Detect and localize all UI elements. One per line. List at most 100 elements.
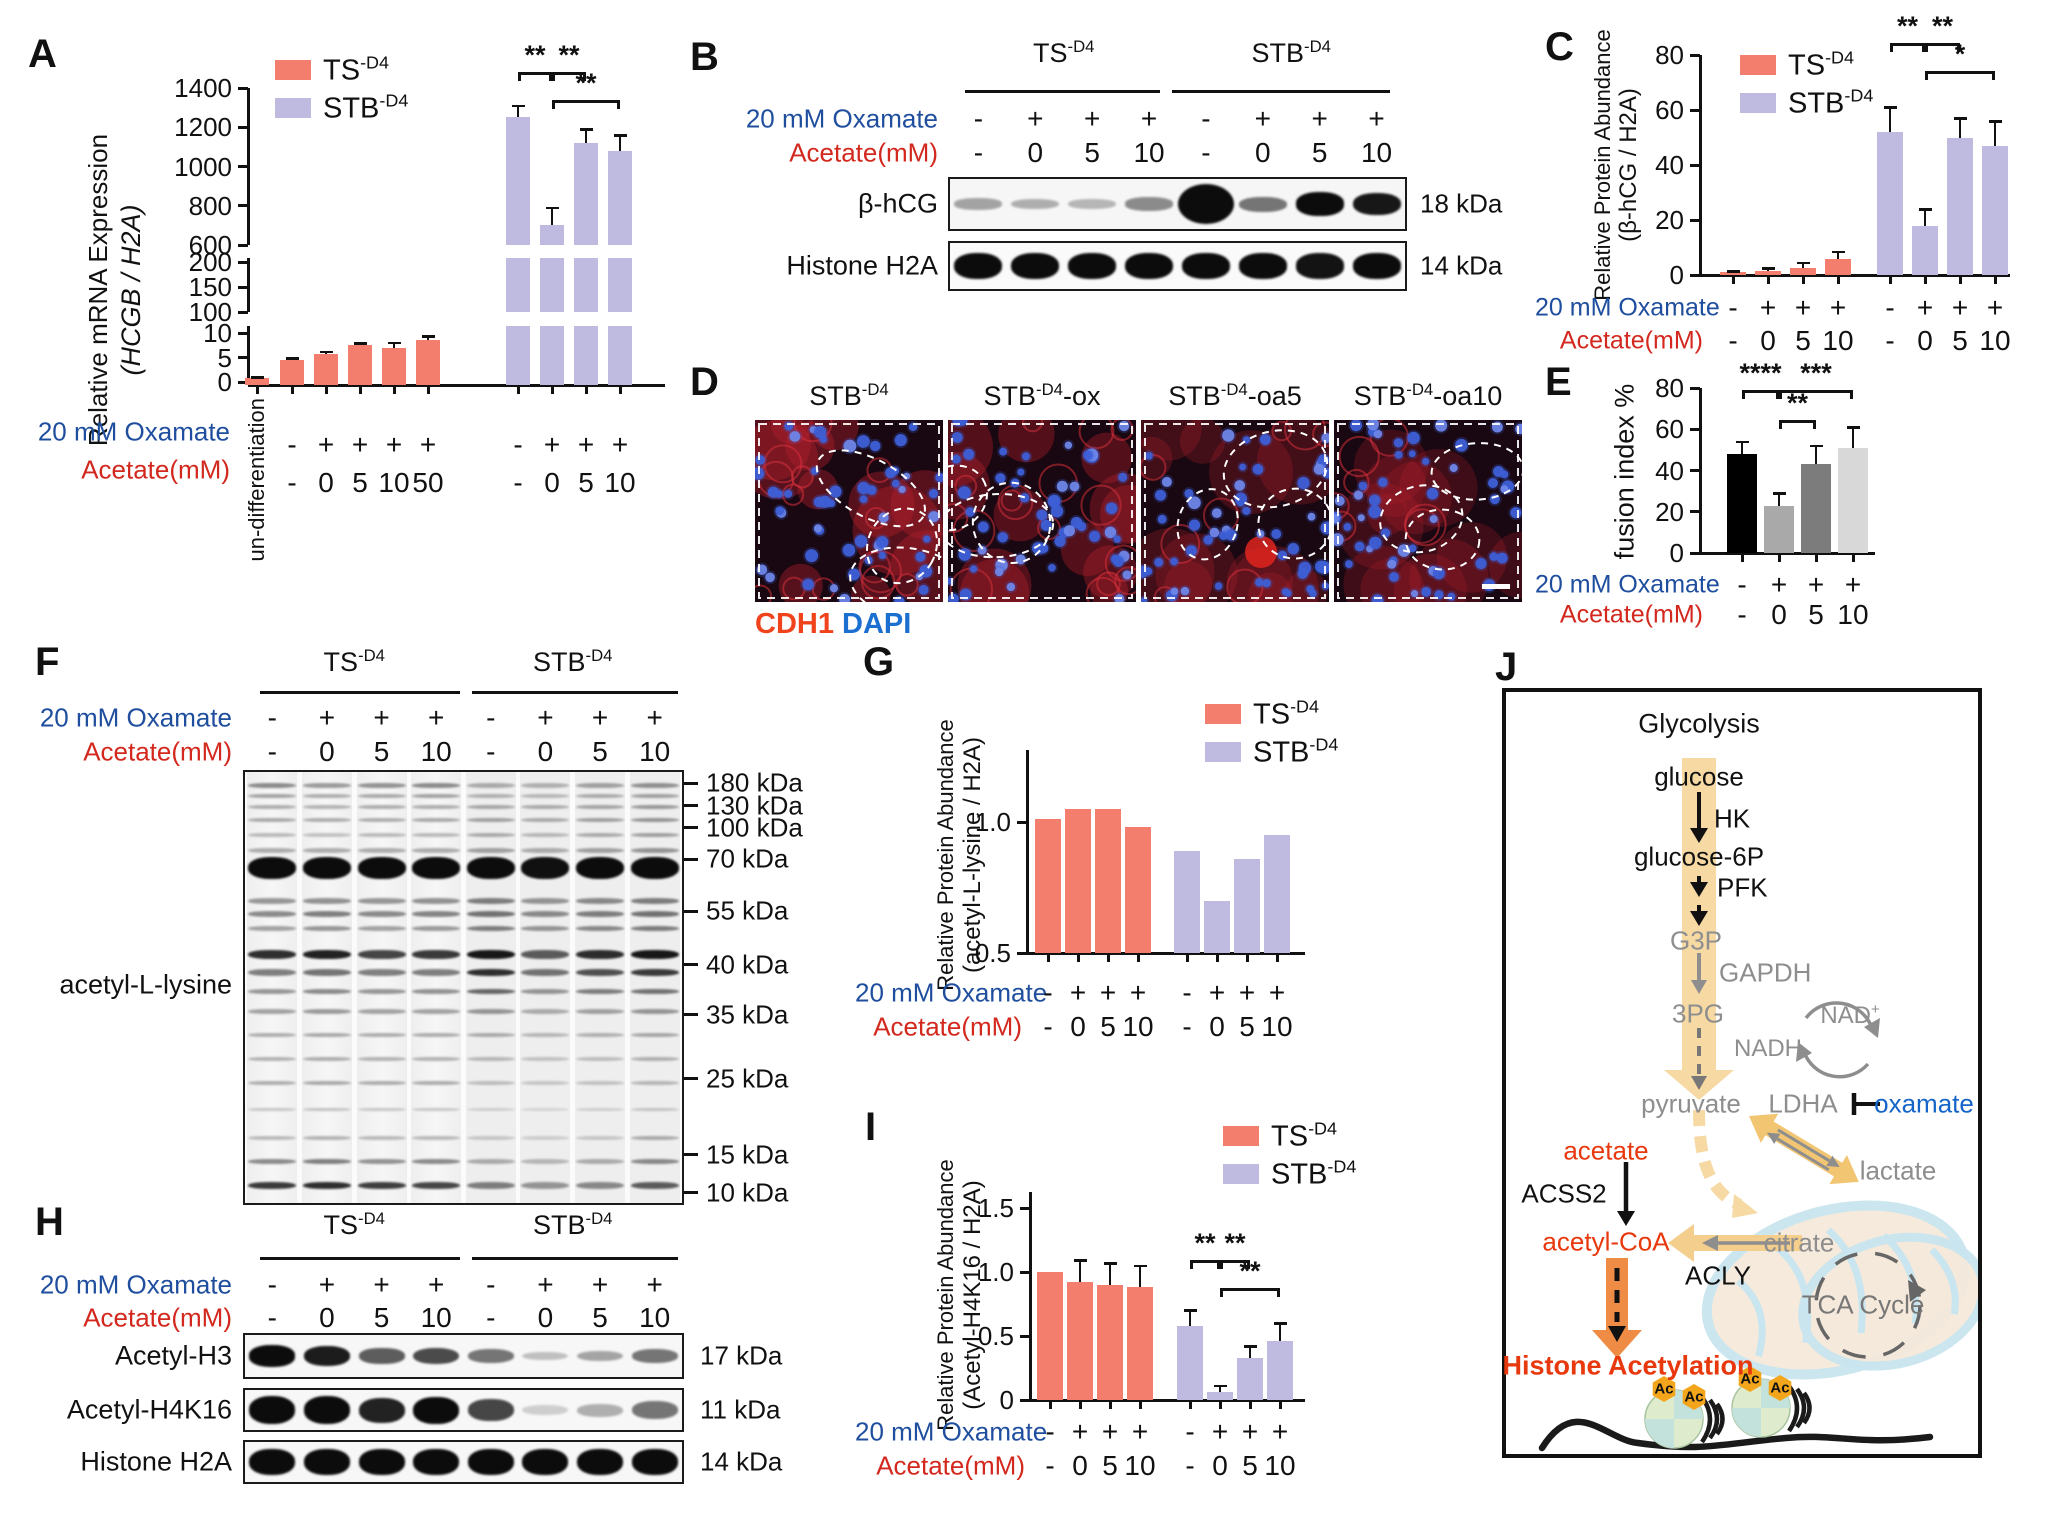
- blot-band: [358, 1397, 405, 1423]
- condition-symbol: 5: [1102, 1450, 1118, 1481]
- significance-bracket-tick: [1277, 1288, 1280, 1297]
- blot-band: [522, 1404, 569, 1416]
- blot-row-label: Histone H2A: [80, 1446, 232, 1477]
- bar: [245, 378, 269, 385]
- error-bar: [516, 105, 520, 118]
- axis-line: [1690, 386, 1700, 390]
- condition-symbol: -: [1728, 325, 1738, 356]
- condition-symbol: 0: [1760, 325, 1776, 356]
- blot-band: [412, 926, 461, 932]
- kda-marker-label: 55 kDa: [706, 895, 789, 926]
- blot-band: [412, 804, 461, 809]
- legend-label-stb: STB-D4: [1788, 85, 1874, 120]
- blot-band: [466, 1033, 515, 1038]
- blot-band: [248, 968, 297, 976]
- ac-tag-label: Ac: [1770, 1379, 1790, 1397]
- legend-swatch-stb: [275, 98, 311, 118]
- condition-symbol: 10: [420, 736, 452, 767]
- blot-band: [631, 1349, 678, 1363]
- y-tick-label: 800: [188, 190, 232, 221]
- blot-band: [576, 1008, 625, 1014]
- blot-band: [412, 1033, 461, 1038]
- blot-band: [412, 989, 461, 995]
- error-bar: [1923, 209, 1927, 226]
- condition-symbol: +: [1071, 1416, 1089, 1447]
- legend-label-ts: TS-D4: [323, 52, 390, 87]
- error-bar-cap: [353, 342, 367, 345]
- blot-band: [466, 856, 515, 879]
- condition-symbol: 10: [1124, 1450, 1156, 1481]
- condition-symbol: +: [428, 702, 445, 733]
- bar: [1097, 1284, 1123, 1400]
- y-tick-label: 20: [1655, 496, 1684, 527]
- condition-symbol: -: [1737, 599, 1747, 630]
- blot-band: [1352, 253, 1401, 279]
- axis-line: [1108, 1400, 1112, 1409]
- blot-lane: [301, 772, 352, 1203]
- blot-band: [466, 804, 515, 809]
- blot-band: [521, 1057, 570, 1062]
- dapi-caption: DAPI: [842, 608, 912, 640]
- significance-bracket-tick: [1957, 43, 1960, 52]
- condition-symbol: 5: [1239, 1011, 1255, 1042]
- cdh1-caption: CDH1: [755, 608, 834, 640]
- kda-marker-label: 180 kDa: [706, 767, 803, 798]
- axis-line: [1690, 108, 1700, 112]
- blot-lane: [575, 772, 626, 1203]
- blot-lane: [356, 772, 407, 1203]
- kda-marker-label: 10 kDa: [706, 1177, 789, 1208]
- condition-symbol: +: [1794, 292, 1812, 323]
- blot-band: [357, 897, 406, 904]
- x-label-undifferentiation: un-differentiation: [244, 398, 269, 562]
- axis-line: [1690, 469, 1700, 472]
- blot-band: [466, 818, 515, 823]
- blot-band: [1125, 253, 1174, 279]
- acetate-row-label: Acetate(mM): [789, 137, 938, 168]
- axis-line: [1027, 951, 1305, 955]
- significance-label: **: [1931, 11, 1954, 41]
- condition-symbol: 0: [1255, 137, 1271, 168]
- panel-d-caption: CDH1 DAPI: [755, 608, 911, 641]
- blot-band: [357, 1181, 406, 1189]
- bar: [1877, 132, 1903, 275]
- significance-bracket-tick: [1190, 1260, 1193, 1269]
- blot-band: [631, 1401, 678, 1419]
- blot-band: [357, 968, 406, 976]
- error-bar: [618, 135, 622, 151]
- ac-tag-label: Ac: [1684, 1388, 1704, 1406]
- bar: [1801, 464, 1831, 553]
- pathway-labels: Glycolysis glucose HK glucose-6P PFK G3P GAPDH…: [1502, 692, 1978, 1454]
- nad-nadh-cycle-arrows: [1796, 1001, 1880, 1079]
- error-bar: [1278, 1323, 1282, 1342]
- blot-band: [630, 847, 679, 853]
- blot-band: [521, 968, 570, 976]
- blot-band: [302, 1033, 351, 1038]
- condition-symbol: +: [1131, 1416, 1149, 1447]
- axis-line: [1136, 953, 1140, 962]
- error-bar: [1777, 493, 1781, 506]
- panel-h: H 20 mM Oxamate Acetate(mM) TS-D4 STB-D4 -…: [20, 1200, 850, 1517]
- condition-symbol: 10: [1122, 1011, 1154, 1042]
- kda-marker-label: 15 kDa: [706, 1139, 789, 1170]
- blot-band: [630, 794, 679, 799]
- condition-symbol: +: [318, 702, 336, 733]
- error-bar: [1801, 262, 1805, 269]
- y-tick-label: 0.5: [974, 938, 1011, 968]
- significance-bracket: [1925, 71, 1995, 74]
- significance-bracket: [1779, 420, 1816, 423]
- condition-symbol: -: [267, 1302, 277, 1333]
- blot-band: [466, 1008, 515, 1014]
- blot-band: [521, 833, 570, 838]
- condition-symbol: 0: [319, 1302, 335, 1333]
- blot-band: [630, 926, 679, 932]
- error-bar: [1888, 107, 1892, 132]
- blot-band: [302, 968, 351, 976]
- bar: [506, 117, 530, 245]
- axis-line: [1766, 275, 1770, 284]
- condition-symbol: +: [1129, 977, 1147, 1008]
- axis-line: [684, 826, 698, 830]
- blot-band: [302, 1107, 351, 1111]
- condition-symbol: 0: [1070, 1011, 1086, 1042]
- blot-band: [249, 1449, 296, 1475]
- condition-symbol: 5: [578, 467, 594, 498]
